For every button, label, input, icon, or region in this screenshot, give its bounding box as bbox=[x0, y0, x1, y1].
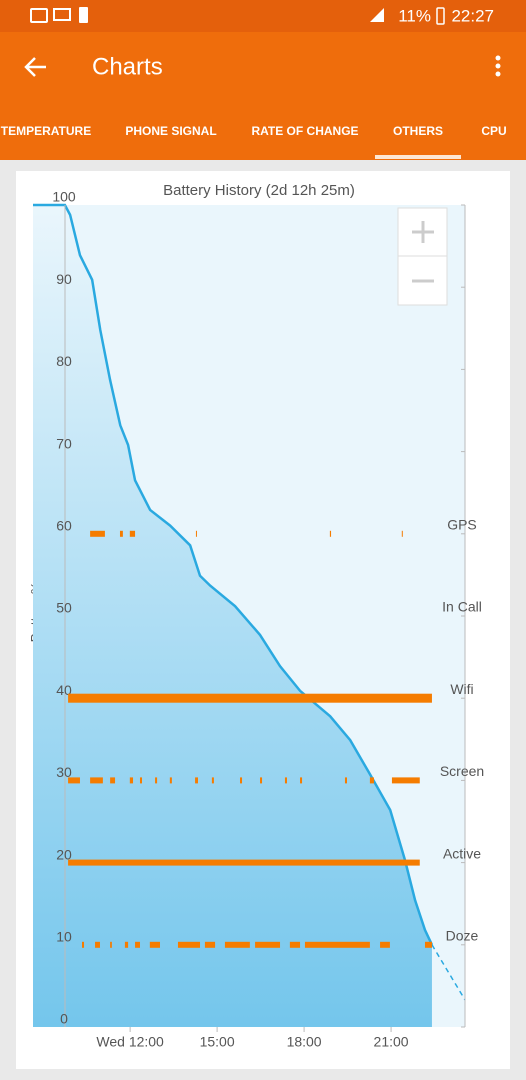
state-segment bbox=[68, 859, 420, 866]
battery-percent: 11% bbox=[398, 6, 431, 25]
state-segment bbox=[110, 941, 112, 948]
app-title: Charts bbox=[92, 53, 163, 80]
projection-line bbox=[431, 944, 466, 1001]
zoom-controls bbox=[397, 207, 448, 306]
state-segment bbox=[344, 777, 347, 784]
battery-line bbox=[33, 203, 434, 946]
state-segment bbox=[424, 941, 432, 948]
state-segment bbox=[224, 941, 250, 948]
y-tick-label: 100 bbox=[52, 189, 76, 205]
state-segment bbox=[284, 777, 287, 784]
state-segment bbox=[204, 941, 216, 948]
state-segment bbox=[129, 777, 134, 784]
zoom-in[interactable] bbox=[412, 221, 434, 243]
state-segment bbox=[195, 777, 198, 784]
state-segment bbox=[81, 941, 85, 948]
status-icons bbox=[30, 7, 445, 25]
state-segment bbox=[304, 941, 370, 948]
state-segment bbox=[90, 777, 103, 784]
state-label: GPS bbox=[447, 517, 477, 533]
state-segment bbox=[255, 941, 281, 948]
y-tick-label: 80 bbox=[56, 353, 72, 369]
state-segment bbox=[129, 530, 136, 537]
state-segment bbox=[289, 941, 301, 948]
x-tick-label: 15:00 bbox=[200, 1034, 235, 1050]
state-segment bbox=[124, 941, 129, 948]
battery-area bbox=[33, 205, 432, 1027]
state-segment bbox=[95, 941, 100, 948]
state-segment bbox=[300, 777, 303, 784]
state-label: Screen bbox=[440, 763, 484, 779]
y-tick-label: 40 bbox=[56, 682, 72, 698]
x-tick-label: 21:00 bbox=[374, 1034, 409, 1050]
tab[interactable]: TEMPERATURE bbox=[1, 124, 91, 138]
tab[interactable]: OTHERS bbox=[393, 124, 443, 138]
clock: 22:27 bbox=[451, 6, 494, 25]
tab[interactable]: CPU bbox=[481, 124, 506, 138]
y-tick-label: 0 bbox=[60, 1011, 68, 1027]
state-segment bbox=[149, 941, 160, 948]
tab[interactable]: PHONE SIGNAL bbox=[125, 124, 216, 138]
chart-title: Battery History (2d 12h 25m) bbox=[163, 182, 355, 199]
back-button[interactable] bbox=[24, 57, 46, 77]
status-bar bbox=[0, 0, 526, 32]
y-tick-label: 20 bbox=[56, 846, 72, 862]
state-segment bbox=[177, 941, 201, 948]
y-tick-label: 60 bbox=[56, 518, 72, 534]
tab-indicator bbox=[375, 155, 461, 159]
state-segment bbox=[401, 530, 403, 537]
state-segment bbox=[68, 777, 80, 784]
state-segment bbox=[110, 777, 116, 784]
state-segment bbox=[260, 777, 263, 784]
state-segment bbox=[90, 530, 105, 537]
state-segment bbox=[68, 693, 432, 703]
state-label: Active bbox=[443, 845, 481, 861]
state-segment bbox=[155, 777, 158, 784]
overflow-menu[interactable] bbox=[495, 55, 501, 77]
y-tick-label: 70 bbox=[56, 435, 72, 451]
x-tick-label: Wed 12:00 bbox=[96, 1034, 164, 1050]
y-tick-label: 10 bbox=[56, 929, 72, 945]
state-segment bbox=[135, 941, 140, 948]
y-tick-label: 30 bbox=[56, 764, 72, 780]
state-segment bbox=[211, 777, 214, 784]
y-tick-label: 50 bbox=[56, 600, 72, 616]
state-segment bbox=[329, 530, 332, 537]
state-label: Wifi bbox=[450, 681, 473, 697]
state-segment bbox=[240, 777, 243, 784]
x-tick-label: 18:00 bbox=[287, 1034, 322, 1050]
state-segment bbox=[195, 530, 197, 537]
state-segment bbox=[139, 777, 143, 784]
state-label: Doze bbox=[446, 928, 479, 944]
state-segment bbox=[380, 941, 390, 948]
state-segment bbox=[169, 777, 172, 784]
state-segment bbox=[369, 777, 374, 784]
state-segment bbox=[391, 777, 420, 784]
y-tick-label: 90 bbox=[56, 271, 72, 287]
app-bar bbox=[0, 32, 526, 160]
state-label: In Call bbox=[442, 599, 482, 615]
tab[interactable]: RATE OF CHANGE bbox=[251, 124, 358, 138]
state-segment bbox=[119, 530, 123, 537]
